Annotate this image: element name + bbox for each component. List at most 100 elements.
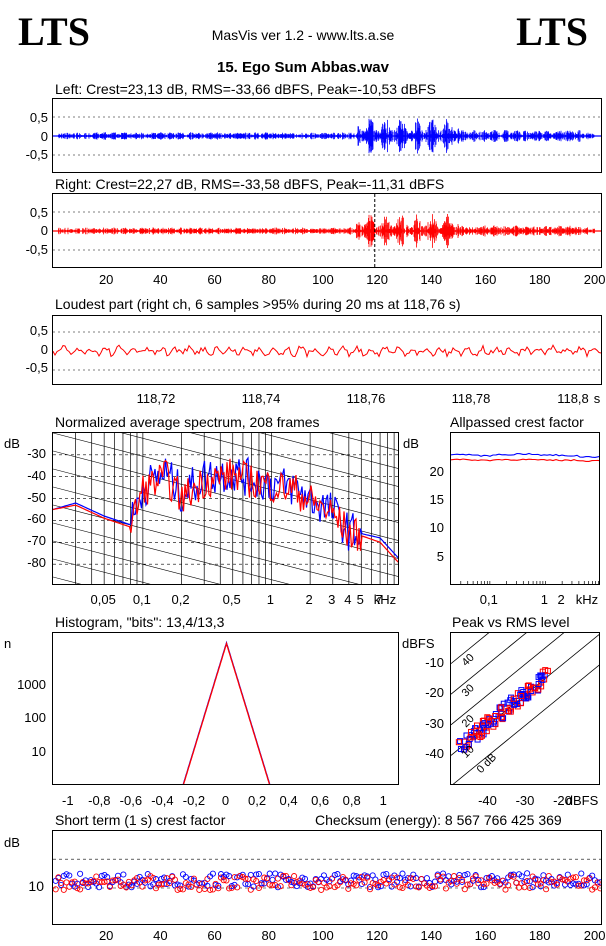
waveform-xtick: 20 bbox=[98, 272, 114, 287]
crest-point bbox=[66, 872, 73, 879]
right-channel-label: Right: Crest=22,27 dB, RMS=-33,58 dBFS, … bbox=[55, 176, 445, 192]
peakrms-ytick: -40 bbox=[425, 746, 444, 762]
crest-point bbox=[161, 874, 168, 881]
crest-point bbox=[234, 884, 241, 891]
spectrum-slope-line bbox=[53, 468, 398, 559]
crest-point bbox=[494, 875, 501, 882]
peakrms-point bbox=[535, 681, 542, 688]
crest-point bbox=[526, 884, 533, 891]
crest-point bbox=[209, 870, 216, 877]
allpassed-left-series bbox=[451, 452, 599, 458]
crest-xtick: 200s bbox=[583, 928, 606, 943]
spectrum-ytick: -60 bbox=[27, 511, 46, 527]
loudest-ytick: 0,5 bbox=[29, 323, 48, 338]
waveform-xtick: 140 bbox=[420, 272, 443, 287]
loudest-x-axis: 118,72 118,74 118,76 118,78 118,8 s bbox=[52, 389, 602, 409]
peakrms-y-axis: -10 -20 -30 -40 bbox=[404, 632, 444, 785]
crest-x-axis: 20 40 60 80 100 120 140 160 180 200s bbox=[52, 928, 606, 946]
crest-point bbox=[331, 871, 338, 879]
crest-point bbox=[459, 878, 466, 885]
histogram-xtick: 0 bbox=[221, 793, 230, 808]
crest-point bbox=[537, 883, 544, 890]
crest-point bbox=[377, 883, 384, 890]
peakrms-point bbox=[473, 722, 480, 729]
crest-point bbox=[369, 872, 376, 879]
crest-xtick: 140 bbox=[420, 928, 443, 943]
histogram-y-axis: 1000 100 10 bbox=[0, 632, 46, 785]
spectrum-slope-line bbox=[53, 432, 399, 433]
crest-point bbox=[396, 875, 403, 882]
crest-point bbox=[529, 884, 536, 891]
loudest-plot bbox=[53, 331, 601, 371]
crest-point bbox=[353, 882, 360, 889]
crest-point bbox=[334, 871, 341, 878]
spectrum-xtick: 2 bbox=[305, 592, 313, 607]
peakrms-point bbox=[485, 717, 492, 724]
crest-point bbox=[502, 886, 509, 893]
spectrum-ytick: -40 bbox=[27, 467, 46, 483]
peakrms-point bbox=[526, 686, 533, 693]
crest-point bbox=[55, 874, 62, 881]
waveform-xtick: 80 bbox=[261, 272, 276, 287]
crest-point bbox=[483, 880, 490, 887]
spectrum-x-axis: 0,05 0,1 0,2 0,5 1 2 3 4 5 7 kHz bbox=[52, 590, 399, 610]
crest-point bbox=[104, 874, 111, 881]
crest-point bbox=[375, 884, 382, 891]
peakrms-point bbox=[539, 676, 546, 683]
histogram-xtick: -0,6 bbox=[119, 793, 143, 808]
peakrms-point bbox=[484, 714, 491, 721]
crest-point bbox=[253, 877, 260, 885]
allpassed-y-axis: 20 15 10 5 bbox=[404, 432, 444, 585]
spectrum-plot bbox=[53, 432, 399, 584]
crest-point bbox=[263, 875, 271, 882]
crest-point bbox=[58, 881, 65, 888]
crest-point bbox=[366, 886, 374, 893]
crest-point bbox=[429, 882, 436, 889]
crest-point bbox=[150, 874, 157, 881]
crest-point bbox=[540, 872, 547, 879]
waveform-xtick: 200s bbox=[583, 272, 606, 287]
crest-point bbox=[142, 877, 149, 884]
crest-point bbox=[177, 885, 184, 892]
waveform-xtick: 180 bbox=[528, 272, 551, 287]
loudest-series bbox=[53, 344, 601, 359]
crest-point bbox=[96, 884, 103, 891]
histogram-xtick: -1 bbox=[62, 793, 74, 808]
crest-point bbox=[63, 871, 70, 878]
crest-point bbox=[453, 880, 460, 887]
peakrms-point bbox=[498, 704, 505, 711]
crest-point bbox=[188, 883, 195, 891]
crest-point bbox=[399, 884, 406, 892]
peakrms-point bbox=[492, 711, 499, 718]
histogram-left-series bbox=[182, 640, 271, 784]
crest-point bbox=[253, 871, 260, 878]
crest-point bbox=[356, 874, 363, 881]
spectrum-slope-line bbox=[53, 558, 151, 584]
right-ytick: 0,5 bbox=[29, 205, 48, 220]
crest-point bbox=[282, 876, 290, 883]
spectrum-xtick: 0,2 bbox=[171, 592, 190, 607]
crest-ytick: 10 bbox=[28, 878, 44, 894]
right-ytick: -0,5 bbox=[25, 242, 48, 257]
waveform-xtick: 60 bbox=[207, 272, 222, 287]
crest-point bbox=[475, 876, 482, 884]
crest-xtick: 80 bbox=[261, 928, 276, 943]
peakrms-point bbox=[487, 720, 494, 727]
peakrms-x-axis: -40 -30 -20 dBFS bbox=[450, 791, 600, 811]
loudest-ytick: 0 bbox=[40, 342, 48, 357]
spectrum-ytick: -50 bbox=[27, 489, 46, 505]
left-ytick: -0,5 bbox=[25, 147, 48, 162]
crest-xtick: 40 bbox=[153, 928, 168, 943]
crest-point bbox=[171, 876, 178, 883]
crest-plot bbox=[53, 858, 601, 893]
peakrms-point bbox=[518, 687, 525, 694]
spectrum-slope-line bbox=[329, 433, 398, 451]
spectrum-xtick: 0,1 bbox=[132, 592, 151, 607]
crest-point bbox=[101, 878, 108, 885]
allpassed-title: Allpassed crest factor bbox=[450, 414, 584, 430]
peakrms-point bbox=[463, 732, 470, 739]
loudest-label: Loudest part (right ch, 6 samples >95% d… bbox=[55, 296, 461, 312]
peakrms-point bbox=[510, 695, 517, 702]
crest-point bbox=[318, 886, 325, 893]
loudest-xtick: 118,72 bbox=[136, 391, 176, 406]
